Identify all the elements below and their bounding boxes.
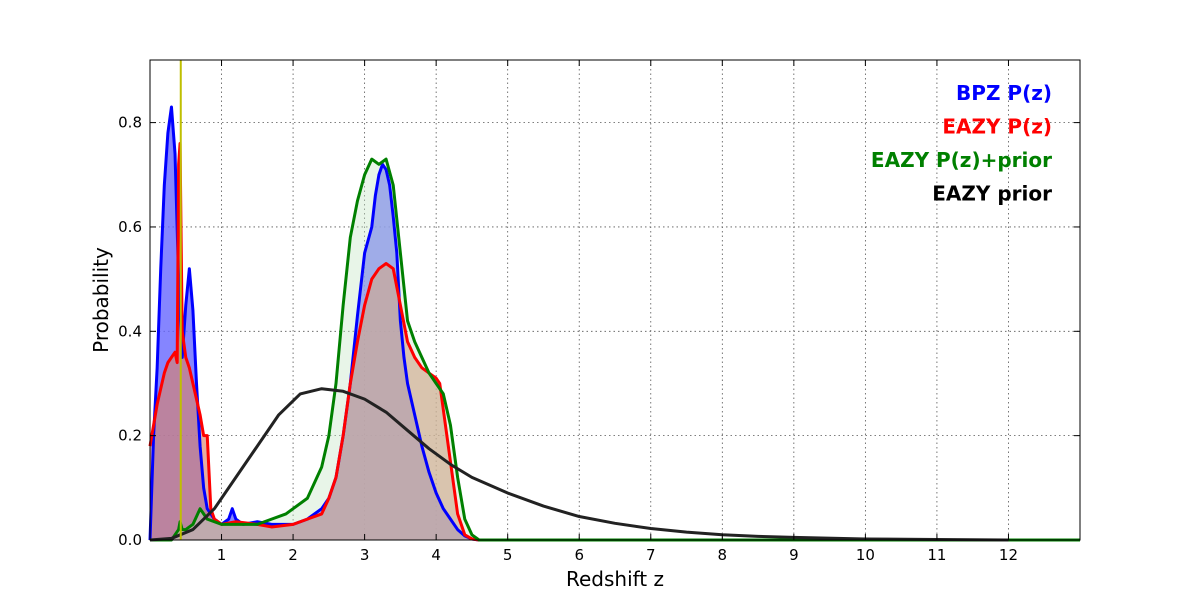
- x-tick-label: 9: [789, 546, 799, 564]
- y-tick-label: 0.8: [118, 114, 142, 132]
- x-tick-label: 2: [288, 546, 298, 564]
- plot-frame: [149, 59, 1081, 541]
- y-axis-label: Probability: [89, 247, 113, 353]
- legend: BPZ P(z) EAZY P(z) EAZY P(z)+prior EAZY pri…: [871, 81, 1052, 206]
- legend-entry-eazy-p-z-prior: EAZY P(z)+prior: [871, 148, 1052, 172]
- series-line-eazy-p-z-prior: [150, 157, 1080, 542]
- x-tick-label: 1: [217, 546, 227, 564]
- x-tick-label: 7: [646, 546, 656, 564]
- x-tick-label: 3: [360, 546, 370, 564]
- series-fill-eazy-p-z: [150, 143, 1080, 541]
- plot-area: [150, 60, 1080, 540]
- x-tick-label: 4: [431, 546, 441, 564]
- legend-entry-bpz-p-z: BPZ P(z): [956, 81, 1052, 105]
- x-axis-label: Redshift z: [566, 567, 664, 591]
- series-fills: [150, 106, 1080, 541]
- x-tick-label: 10: [856, 546, 875, 564]
- grid-lines: [150, 60, 1080, 540]
- x-tick-label: 6: [574, 546, 584, 564]
- x-tick-label: 12: [999, 546, 1018, 564]
- series-line-eazy-p-z: [148, 141, 1080, 542]
- x-tick-label: 5: [503, 546, 513, 564]
- x-tick-label: 11: [927, 546, 946, 564]
- y-tick-label: 0.0: [118, 531, 142, 549]
- legend-entry-eazy-prior: EAZY prior: [932, 182, 1052, 206]
- series-lines: [148, 105, 1080, 542]
- y-tick-label: 0.4: [118, 322, 142, 340]
- series-fill-eazy-p-z-prior: [150, 159, 1080, 540]
- legend-entry-eazy-p-z: EAZY P(z): [942, 115, 1052, 139]
- axis-ticks: 1 2 3 4 5 6 7 8 9 10 11 120.00.20.40.60.8: [118, 60, 1080, 564]
- series-line-eazy-prior: [149, 387, 1009, 542]
- x-tick-label: 8: [718, 546, 728, 564]
- y-tick-label: 0.2: [118, 427, 142, 445]
- y-tick-label: 0.6: [118, 218, 142, 236]
